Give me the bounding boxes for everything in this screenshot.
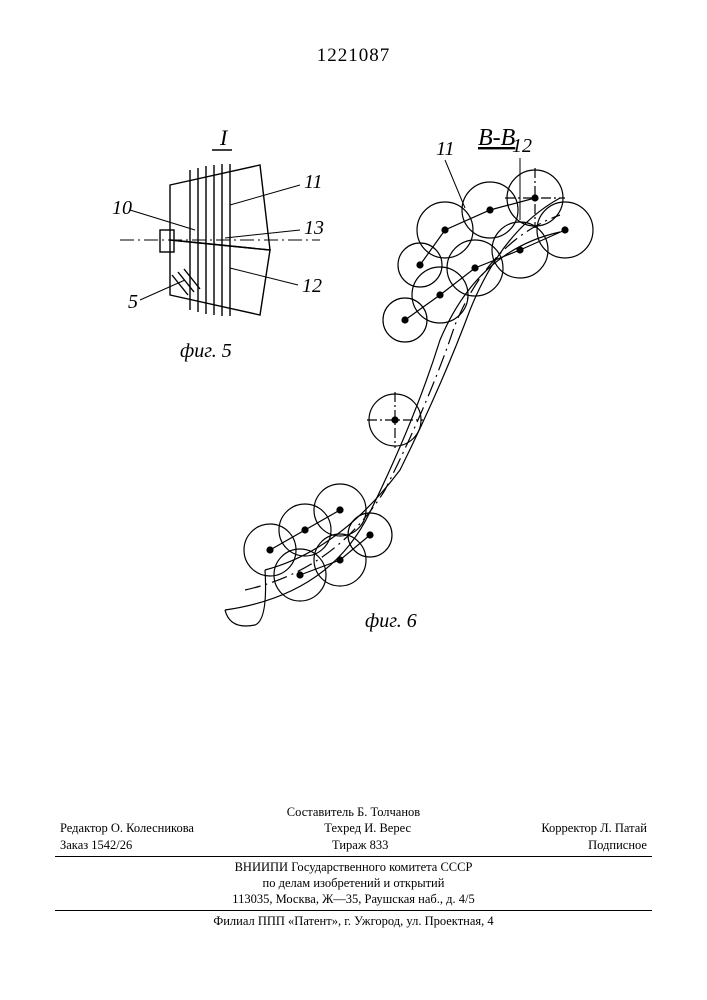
colophon-block: Составитель Б. Толчанов Редактор О. Коле… — [0, 805, 707, 930]
colophon-tech-editor: Техред И. Верес — [324, 821, 411, 836]
colophon-org1: ВНИИПИ Государственного комитета СССР — [0, 860, 707, 875]
fig5-title: I — [219, 125, 229, 150]
fig5-caption: фиг. 5 — [180, 340, 232, 363]
fig6-top-cluster — [383, 168, 593, 342]
figures-panel: I — [0, 100, 707, 700]
fig5-ref-11: 11 — [304, 171, 323, 193]
fig5-ref-12: 12 — [302, 275, 322, 297]
fig6-ref-11: 11 — [436, 138, 455, 160]
fig6-section-label: В-В — [478, 125, 516, 151]
colophon-addr1: 113035, Москва, Ж—35, Раушская наб., д. … — [0, 892, 707, 907]
figure-5: I — [112, 125, 324, 316]
figure-6: В-В — [225, 125, 593, 626]
fig5-ref-10: 10 — [112, 197, 132, 219]
colophon-editor: Редактор О. Колесникова — [60, 821, 194, 836]
patent-number: 1221087 — [0, 45, 707, 67]
colophon-compiler: Составитель Б. Толчанов — [0, 805, 707, 820]
fig5-ref-5: 5 — [128, 291, 138, 313]
fig6-bottom-cluster — [244, 484, 392, 601]
fig6-caption: фиг. 6 — [365, 610, 417, 633]
colophon-org2: по делам изобретений и открытий — [0, 876, 707, 891]
colophon-addr2: Филиал ППП «Патент», г. Ужгород, ул. Про… — [0, 914, 707, 929]
colophon-corrector: Корректор Л. Патай — [541, 821, 647, 836]
colophon-tirage: Тираж 833 — [332, 838, 388, 853]
figures-svg: I — [0, 100, 707, 720]
colophon-order: Заказ 1542/26 — [60, 838, 132, 853]
colophon-signed: Подписное — [588, 838, 647, 853]
fig6-ref-12: 12 — [512, 135, 532, 157]
fig5-ref-13: 13 — [304, 217, 324, 239]
